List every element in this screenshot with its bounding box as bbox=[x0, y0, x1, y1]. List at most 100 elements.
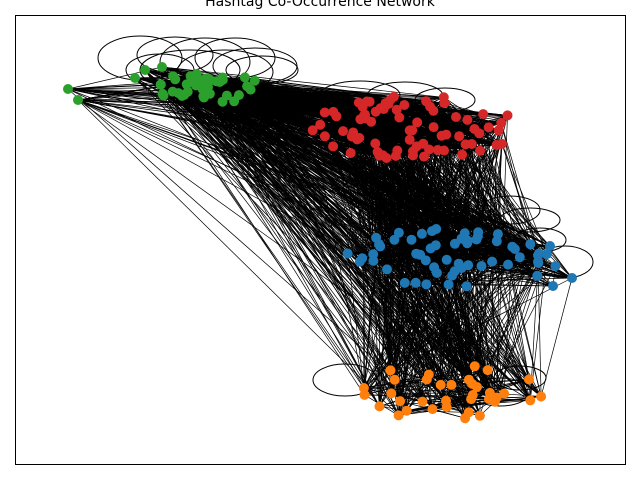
network-node bbox=[189, 75, 200, 86]
network-node bbox=[436, 130, 447, 141]
network-node bbox=[532, 270, 543, 281]
network-node bbox=[342, 248, 353, 259]
network-edge bbox=[445, 244, 531, 401]
network-edge bbox=[77, 91, 173, 101]
network-edge bbox=[366, 101, 456, 244]
network-edge bbox=[312, 130, 365, 389]
network-node bbox=[239, 72, 250, 83]
network-edge bbox=[379, 246, 391, 371]
network-edge bbox=[436, 272, 489, 371]
network-edge bbox=[476, 115, 508, 240]
network-edge bbox=[425, 246, 513, 261]
network-edge bbox=[440, 384, 466, 419]
network-edge bbox=[406, 410, 469, 413]
network-node bbox=[462, 114, 473, 125]
network-node bbox=[412, 117, 423, 128]
network-node bbox=[368, 249, 379, 260]
network-edge bbox=[320, 102, 386, 126]
network-node bbox=[475, 145, 485, 156]
network-node bbox=[157, 62, 167, 72]
network-edge bbox=[350, 152, 531, 245]
network-edge bbox=[373, 239, 412, 255]
network-edge bbox=[501, 143, 548, 255]
network-edge bbox=[394, 379, 497, 398]
network-node bbox=[478, 109, 489, 120]
network-edge bbox=[471, 262, 539, 385]
network-edge bbox=[404, 104, 497, 146]
network-node bbox=[395, 396, 406, 407]
network-node bbox=[446, 379, 457, 390]
network-node bbox=[474, 128, 485, 139]
network-node bbox=[472, 231, 483, 242]
network-edge bbox=[359, 239, 412, 262]
network-node bbox=[439, 145, 449, 156]
network-node bbox=[345, 148, 356, 158]
network-node bbox=[354, 256, 365, 267]
network-edge bbox=[194, 80, 326, 137]
network-node bbox=[375, 241, 386, 252]
network-node bbox=[319, 107, 330, 118]
network-node bbox=[457, 149, 468, 160]
network-node bbox=[491, 140, 502, 150]
network-edge bbox=[465, 144, 540, 254]
network-node bbox=[73, 95, 83, 105]
network-node bbox=[140, 65, 150, 75]
network-node bbox=[182, 86, 193, 97]
network-node bbox=[525, 395, 536, 406]
network-edge bbox=[209, 93, 399, 416]
network-edge bbox=[181, 95, 348, 254]
network-node bbox=[358, 383, 369, 393]
network-edge bbox=[386, 253, 417, 270]
network-edge bbox=[347, 253, 441, 386]
network-node bbox=[408, 150, 418, 161]
network-node bbox=[381, 153, 392, 163]
network-edge bbox=[454, 271, 466, 419]
network-node bbox=[435, 379, 446, 390]
network-node bbox=[217, 72, 228, 83]
network-edge bbox=[393, 96, 503, 145]
network-node bbox=[346, 131, 357, 142]
network-node bbox=[416, 228, 427, 239]
network-edge bbox=[372, 254, 466, 419]
network-node bbox=[443, 279, 454, 290]
network-node bbox=[385, 365, 396, 376]
network-edge bbox=[161, 66, 444, 98]
network-edge bbox=[244, 77, 445, 104]
network-edge bbox=[537, 261, 542, 397]
network-node bbox=[491, 236, 502, 247]
network-node bbox=[533, 250, 543, 261]
network-node bbox=[371, 232, 382, 243]
network-node bbox=[460, 139, 471, 150]
network-node bbox=[389, 374, 400, 385]
network-edge bbox=[366, 101, 437, 246]
network-edge bbox=[431, 230, 489, 371]
network-node bbox=[221, 90, 232, 101]
network-node bbox=[449, 266, 460, 277]
network-edge bbox=[411, 239, 472, 400]
network-node bbox=[354, 133, 365, 143]
network-node bbox=[461, 281, 472, 292]
network-node bbox=[360, 109, 370, 120]
network-node bbox=[467, 390, 478, 400]
network-node bbox=[536, 391, 547, 402]
network-node bbox=[474, 410, 485, 421]
network-node bbox=[181, 79, 192, 90]
network-node bbox=[460, 413, 471, 424]
network-node bbox=[391, 104, 402, 115]
network-node bbox=[411, 248, 422, 259]
network-node bbox=[155, 79, 166, 90]
network-node bbox=[388, 91, 399, 102]
network-edge bbox=[529, 254, 548, 401]
network-edge bbox=[489, 265, 556, 394]
network-node bbox=[463, 260, 474, 271]
network-edge bbox=[178, 92, 447, 408]
network-node bbox=[245, 84, 256, 95]
network-node bbox=[441, 395, 451, 406]
network-node bbox=[328, 141, 339, 152]
network-edge bbox=[451, 246, 513, 386]
network-edge bbox=[487, 253, 540, 371]
network-edge bbox=[440, 264, 509, 386]
network-edge bbox=[347, 232, 400, 254]
network-node bbox=[462, 235, 473, 246]
